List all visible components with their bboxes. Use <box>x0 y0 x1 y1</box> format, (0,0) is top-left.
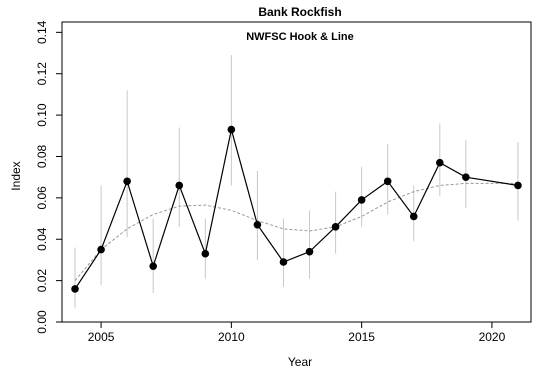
data-point <box>462 173 470 181</box>
y-tick-label: 0.14 <box>35 20 49 44</box>
x-axis: 2005 2010 2015 2020 <box>88 322 506 344</box>
y-axis-label: Index <box>9 161 23 190</box>
data-point <box>436 158 444 167</box>
series-line <box>74 129 519 290</box>
chart-subtitle: NWFSC Hook & Line <box>246 31 354 43</box>
data-point <box>279 258 288 266</box>
y-tick-label: 0.12 <box>35 62 49 86</box>
data-point <box>97 245 105 254</box>
data-point <box>409 212 418 221</box>
data-point <box>357 196 366 204</box>
smooth-trend <box>74 182 518 281</box>
data-point <box>149 262 157 270</box>
chart-title: Bank Rockfish <box>258 5 341 19</box>
x-tick-label: 2010 <box>218 330 245 344</box>
data-point <box>331 223 340 231</box>
data-point <box>201 249 210 258</box>
smooth-line <box>74 182 518 281</box>
y-tick-label: 0.08 <box>35 144 49 168</box>
y-tick-label: 0.10 <box>35 103 49 127</box>
y-tick-label: 0.04 <box>35 227 49 251</box>
plot-frame <box>61 21 532 323</box>
x-tick-label: 2015 <box>348 330 375 344</box>
data-point <box>175 181 184 190</box>
x-axis-label: Year <box>288 355 312 369</box>
data-point <box>305 247 314 256</box>
x-tick-label: 2020 <box>479 330 506 344</box>
data-point <box>227 125 236 134</box>
x-tick-label: 2005 <box>88 330 115 344</box>
error-bars <box>74 55 519 308</box>
data-point <box>253 220 262 229</box>
y-tick-label: 0.02 <box>35 269 49 293</box>
y-tick-label: 0.00 <box>35 310 49 334</box>
data-point <box>514 181 522 190</box>
data-point <box>123 177 131 186</box>
data-point <box>383 177 392 186</box>
y-axis: 0.00 0.02 0.04 0.06 0.08 0.10 0.12 0.14 <box>35 20 62 334</box>
y-tick-label: 0.06 <box>35 186 49 210</box>
index-series <box>71 125 522 293</box>
data-point <box>71 285 79 293</box>
